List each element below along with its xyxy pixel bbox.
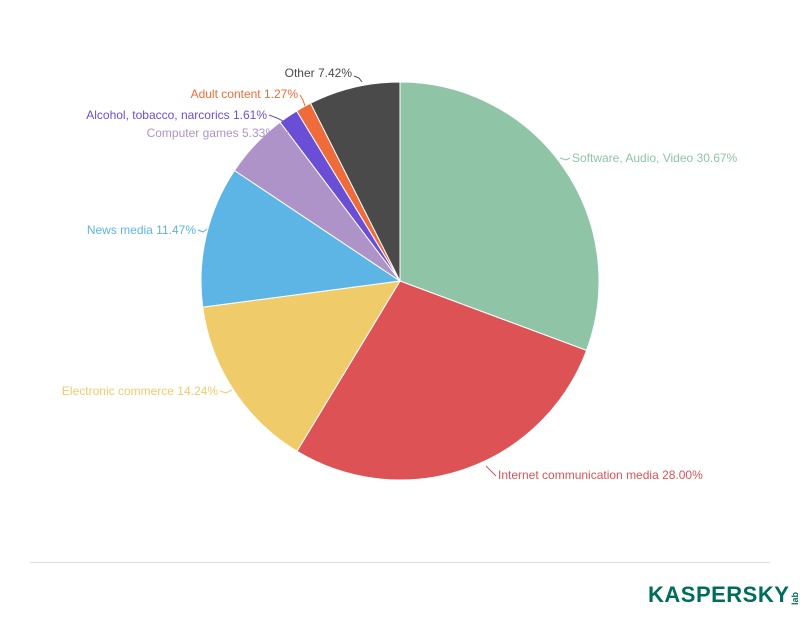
- kaspersky-logo: KASPERSKY lab: [648, 580, 800, 606]
- pie-slice-electronic-commerce: [202, 280, 401, 452]
- pie-slice-other: [309, 81, 401, 282]
- pie-chart: Software, Audio, Video 30.67% Internet co…: [62, 66, 738, 482]
- footer-divider: [30, 562, 770, 563]
- leader-line: [219, 389, 233, 394]
- pie-slice-internet-communication-media: [296, 280, 588, 481]
- pie-slices: [200, 81, 600, 481]
- leader-line: [277, 131, 290, 135]
- slice-label: Internet communication media 28.00%: [498, 468, 703, 482]
- slice-label: Software, Audio, Video 30.67%: [572, 151, 738, 165]
- leader-line: [299, 94, 306, 107]
- leader-line: [559, 157, 571, 161]
- slice-label: Alcohol, tobacco, narcorics 1.61%: [86, 108, 267, 122]
- pie-slice-software-audio-video: [399, 81, 600, 352]
- pie-slice-news-media: [200, 169, 402, 308]
- leader-line: [197, 228, 208, 233]
- slice-label: News media 11.47%: [87, 223, 196, 237]
- slice-label: Adult content 1.27%: [191, 87, 299, 101]
- leader-line: [268, 114, 286, 123]
- leader-line: [485, 465, 497, 477]
- leader-line: [353, 75, 363, 83]
- logo-wordmark: KASPERSKY: [648, 582, 790, 607]
- logo-lab: lab: [790, 591, 800, 605]
- slice-label: Computer games 5.33%: [147, 126, 277, 140]
- slice-label: Electronic commerce 14.24%: [62, 384, 218, 398]
- slice-labels: Software, Audio, Video 30.67% Internet co…: [62, 66, 738, 482]
- leader-lines: [197, 75, 571, 477]
- slice-label: Other 7.42%: [285, 66, 353, 80]
